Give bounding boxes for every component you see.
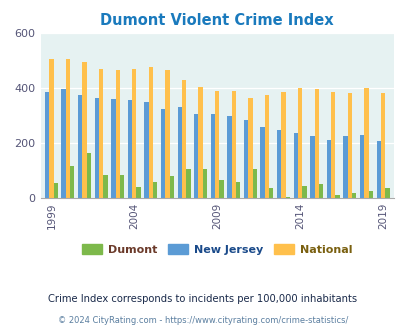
Bar	[281, 92, 285, 198]
Bar	[132, 69, 136, 198]
Bar	[260, 126, 264, 198]
Bar	[330, 92, 335, 198]
Bar	[309, 136, 314, 198]
Bar	[53, 183, 58, 198]
Bar	[368, 191, 372, 198]
Bar	[380, 93, 384, 198]
Bar	[99, 69, 103, 198]
Bar	[326, 140, 330, 198]
Text: Crime Index corresponds to incidents per 100,000 inhabitants: Crime Index corresponds to incidents per…	[48, 294, 357, 304]
Bar	[363, 88, 368, 198]
Bar	[119, 175, 124, 198]
Bar	[215, 91, 219, 198]
Bar	[247, 98, 252, 198]
Bar	[61, 89, 66, 198]
Bar	[314, 89, 318, 198]
Bar	[70, 166, 74, 198]
Bar	[177, 107, 181, 198]
Bar	[227, 115, 231, 198]
Bar	[335, 195, 339, 198]
Bar	[103, 175, 107, 198]
Bar	[169, 176, 173, 198]
Legend: Dumont, New Jersey, National: Dumont, New Jersey, National	[78, 240, 356, 259]
Bar	[186, 169, 190, 198]
Bar	[318, 184, 322, 198]
Bar	[297, 88, 302, 198]
Bar	[115, 70, 119, 198]
Bar	[252, 169, 256, 198]
Bar	[293, 133, 297, 198]
Bar	[82, 62, 87, 198]
Title: Dumont Violent Crime Index: Dumont Violent Crime Index	[100, 13, 333, 28]
Bar	[264, 95, 269, 198]
Bar	[198, 86, 202, 198]
Bar	[111, 99, 115, 198]
Bar	[161, 109, 165, 198]
Bar	[153, 182, 157, 198]
Bar	[94, 98, 99, 198]
Bar	[181, 80, 186, 198]
Bar	[78, 95, 82, 198]
Bar	[347, 93, 351, 198]
Bar	[144, 102, 148, 198]
Bar	[359, 135, 363, 198]
Bar	[148, 67, 153, 198]
Bar	[276, 130, 281, 198]
Bar	[219, 180, 223, 198]
Bar	[87, 152, 91, 198]
Bar	[302, 185, 306, 198]
Bar	[343, 136, 347, 198]
Bar	[376, 141, 380, 198]
Bar	[285, 197, 289, 198]
Bar	[235, 182, 240, 198]
Bar	[128, 100, 132, 198]
Bar	[45, 92, 49, 198]
Bar	[165, 70, 169, 198]
Text: © 2024 CityRating.com - https://www.cityrating.com/crime-statistics/: © 2024 CityRating.com - https://www.city…	[58, 316, 347, 325]
Bar	[231, 91, 235, 198]
Bar	[210, 114, 215, 198]
Bar	[136, 187, 141, 198]
Bar	[202, 169, 207, 198]
Bar	[351, 192, 356, 198]
Bar	[49, 59, 53, 198]
Bar	[243, 120, 247, 198]
Bar	[66, 59, 70, 198]
Bar	[194, 114, 198, 198]
Bar	[384, 188, 388, 198]
Bar	[269, 188, 273, 198]
